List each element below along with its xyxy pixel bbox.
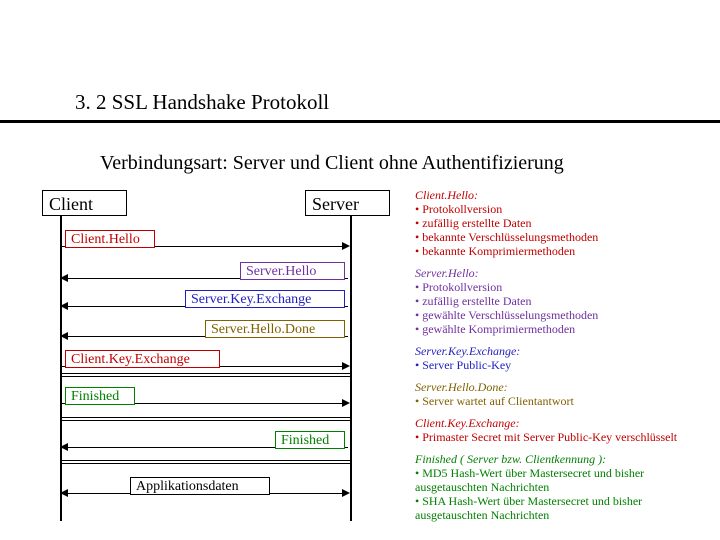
note-0-line-1: • zufällig erstellte Daten — [415, 216, 705, 230]
separator-2 — [60, 460, 350, 464]
note-5-title: Finished ( Server bzw. Clientkennung ): — [415, 452, 705, 466]
note-2: Server.Key.Exchange:• Server Public-Key — [415, 344, 705, 372]
note-1-line-3: • gewählte Komprimiermethoden — [415, 322, 705, 336]
client-keyx-arrowhead — [342, 362, 350, 370]
separator-1 — [60, 417, 350, 421]
note-3: Server.Hello.Done:• Server wartet auf Cl… — [415, 380, 705, 408]
note-4: Client.Key.Exchange:• Primaster Secret m… — [415, 416, 705, 444]
server-keyx-label: Server.Key.Exchange — [185, 290, 345, 308]
server-hdone-arrowhead — [60, 332, 68, 340]
note-1: Server.Hello:• Protokollversion• zufälli… — [415, 266, 705, 336]
client-keyx-label: Client.Key.Exchange — [65, 350, 220, 368]
notes-panel: Client.Hello:• Protokollversion• zufälli… — [415, 188, 705, 530]
finished-c-arrowhead — [342, 399, 350, 407]
note-0: Client.Hello:• Protokollversion• zufälli… — [415, 188, 705, 258]
server-hdone-label: Server.Hello.Done — [205, 320, 345, 338]
note-4-title: Client.Key.Exchange: — [415, 416, 705, 430]
appdata-arrowhead-r — [342, 489, 350, 497]
server-hello-arrowhead — [60, 274, 68, 282]
page-title: 3. 2 SSL Handshake Protokoll — [75, 90, 329, 115]
note-4-line-0: • Primaster Secret mit Server Public-Key… — [415, 430, 705, 444]
note-1-line-0: • Protokollversion — [415, 280, 705, 294]
note-3-line-0: • Server wartet auf Clientantwort — [415, 394, 705, 408]
note-3-title: Server.Hello.Done: — [415, 380, 705, 394]
separator-0 — [60, 373, 350, 377]
client-hello-arrowhead — [342, 242, 350, 250]
note-5: Finished ( Server bzw. Clientkennung ):•… — [415, 452, 705, 522]
note-1-title: Server.Hello: — [415, 266, 705, 280]
client-lifeline — [60, 203, 62, 521]
title-rule — [0, 120, 720, 123]
note-2-line-0: • Server Public-Key — [415, 358, 705, 372]
note-0-line-3: • bekannte Komprimiermethoden — [415, 244, 705, 258]
note-1-line-2: • gewählte Verschlüsselungsmethoden — [415, 308, 705, 322]
server-keyx-arrowhead — [60, 302, 68, 310]
page-subtitle: Verbindungsart: Server und Client ohne A… — [100, 152, 564, 175]
server-head: Server — [305, 190, 390, 216]
finished-s-arrowhead — [60, 443, 68, 451]
finished-c-label: Finished — [65, 387, 135, 405]
note-5-line-0: • MD5 Hash-Wert über Mastersecret und bi… — [415, 466, 705, 494]
server-hello-label: Server.Hello — [240, 262, 345, 280]
appdata-label: Applikationsdaten — [130, 477, 270, 495]
client-head: Client — [42, 190, 127, 216]
note-0-line-0: • Protokollversion — [415, 202, 705, 216]
note-1-line-1: • zufällig erstellte Daten — [415, 294, 705, 308]
note-5-line-1: • SHA Hash-Wert über Mastersecret und bi… — [415, 494, 705, 522]
server-lifeline — [350, 203, 352, 521]
note-2-title: Server.Key.Exchange: — [415, 344, 705, 358]
appdata-arrowhead-l — [60, 489, 68, 497]
note-0-line-2: • bekannte Verschlüsselungsmethoden — [415, 230, 705, 244]
sequence-diagram: ClientServerClient.HelloServer.HelloServ… — [60, 190, 410, 530]
note-0-title: Client.Hello: — [415, 188, 705, 202]
finished-s-label: Finished — [275, 431, 345, 449]
client-hello-label: Client.Hello — [65, 230, 155, 248]
